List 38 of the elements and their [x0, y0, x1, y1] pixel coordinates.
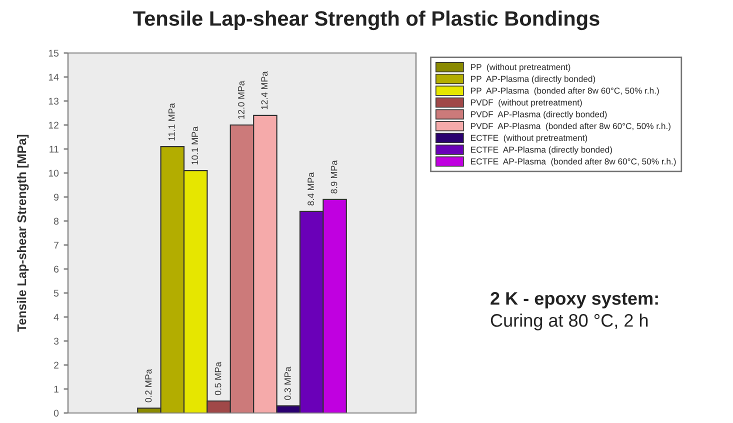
y-tick-label: 3 — [54, 338, 59, 345]
data-label: 12.0 MPa — [238, 80, 244, 119]
y-tick-label: 7 — [54, 242, 58, 249]
y-tick-label: 2 — [54, 362, 58, 369]
y-tick-label: 1 — [54, 386, 58, 393]
data-label: 0.2 MPa — [145, 369, 152, 402]
legend-label: PVDF AP-Plasma (bonded after 8w 60°C, 50% r.h.) — [471, 122, 670, 131]
y-tick-label: 9 — [54, 194, 59, 201]
data-label: 0.3 MPa — [284, 366, 291, 400]
y-tick-label: 15 — [48, 50, 59, 57]
y-tick-label: 4 — [54, 314, 59, 321]
data-label: 12.4 MPa — [261, 71, 268, 110]
y-tick-label: 10 — [48, 170, 59, 177]
data-label: 11.1 MPa — [168, 103, 175, 140]
data-label: 8.9 MPa — [330, 160, 338, 194]
chart-title: Tensile Lap-shear Strength of Plastic Bondings — [133, 10, 600, 30]
y-tick-label: 13 — [48, 98, 59, 105]
y-axis-title: Tensile Lap-shear Strength [MPa] — [17, 134, 29, 332]
legend-label: PP AP-Plasma (directly bonded) — [471, 76, 596, 84]
y-tick-label: 0 — [54, 410, 59, 417]
y-tick-label: 6 — [54, 266, 59, 273]
y-tick-label: 8 — [54, 218, 59, 225]
legend-label: ECTFE AP-Plasma (directly bonded) — [471, 146, 612, 154]
legend-label: PP AP-Plasma (bonded after 8w 60°C, 50% r.h.) — [471, 87, 659, 96]
data-label: 8.4 MPa — [308, 172, 314, 206]
y-tick-label: 11 — [50, 146, 58, 153]
text: 2 K - epoxy system: — [490, 292, 658, 308]
legend-label: PP (without pretreatment) — [471, 64, 570, 72]
data-label: 0.5 MPa — [214, 362, 222, 396]
y-tick-label: 14 — [48, 74, 59, 81]
legend-label: ECTFE (without pretreatment) — [471, 134, 588, 143]
data-label: 10.1 MPa — [192, 126, 198, 164]
y-tick-label: 5 — [54, 290, 59, 297]
text: Curing at 80 °C, 2 h — [490, 314, 648, 330]
y-tick-label: 12 — [48, 122, 58, 129]
legend-label: PVDF AP-Plasma (directly bonded) — [471, 111, 607, 120]
legend-label: PVDF (without pretreatment) — [471, 99, 582, 108]
legend-label: ECTFE AP-Plasma (bonded after 8w 60°C, 50% r.h.) — [471, 158, 676, 166]
